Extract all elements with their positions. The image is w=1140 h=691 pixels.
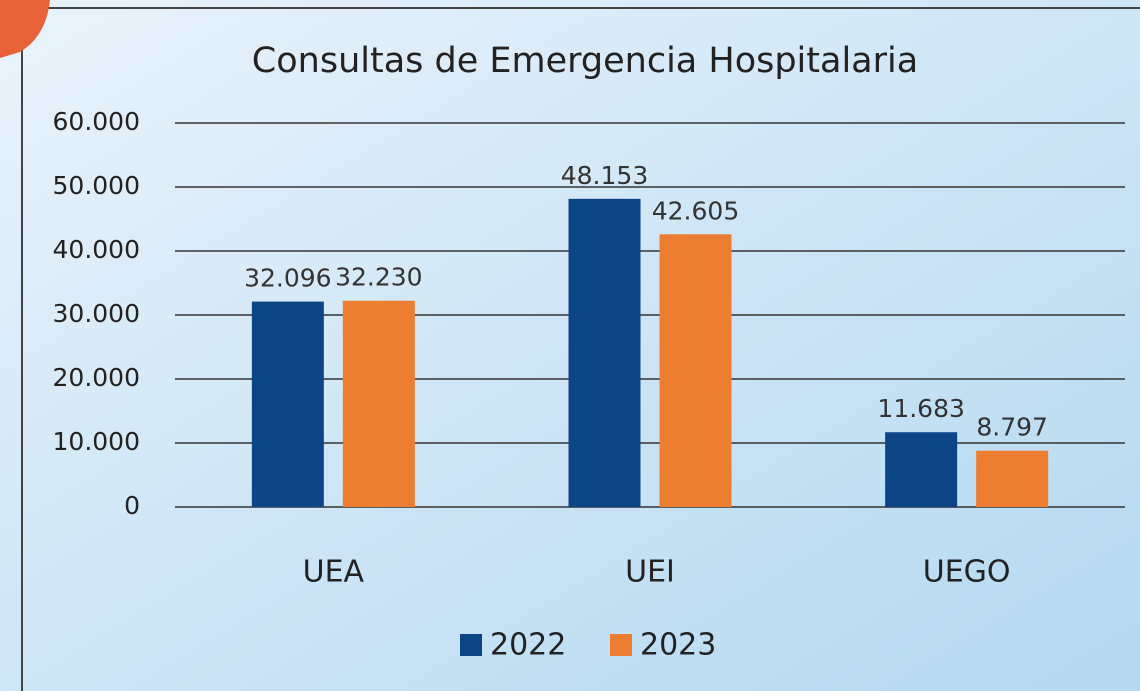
value-label: 42.605 <box>652 196 739 225</box>
value-label: 11.683 <box>877 394 964 423</box>
y-tick-label: 10.000 <box>53 427 140 456</box>
leaf-decoration <box>0 0 50 58</box>
bar <box>568 198 641 507</box>
y-tick-label: 50.000 <box>53 171 140 200</box>
x-tick-label: UEI <box>625 555 675 590</box>
bar <box>976 450 1049 507</box>
bar <box>885 432 958 507</box>
x-tick-label: UEA <box>303 555 365 590</box>
value-label: 48.153 <box>561 161 648 190</box>
bar <box>251 301 324 507</box>
legend-label: 2023 <box>640 628 716 663</box>
y-tick-label: 0 <box>124 491 140 520</box>
chart-title: Consultas de Emergencia Hospitalaria <box>252 41 918 81</box>
y-tick-label: 60.000 <box>53 107 140 136</box>
value-label: 32.230 <box>335 263 422 292</box>
legend-swatch <box>610 634 632 656</box>
bar <box>659 234 732 507</box>
x-tick-label: UEGO <box>923 555 1011 590</box>
y-tick-label: 20.000 <box>53 363 140 392</box>
y-tick-label: 30.000 <box>53 299 140 328</box>
value-label: 32.096 <box>244 264 331 293</box>
bar <box>342 300 415 507</box>
frame <box>21 7 1140 691</box>
y-tick-label: 40.000 <box>53 235 140 264</box>
value-label: 8.797 <box>976 413 1048 442</box>
legend-label: 2022 <box>490 628 566 663</box>
legend-swatch <box>460 634 482 656</box>
